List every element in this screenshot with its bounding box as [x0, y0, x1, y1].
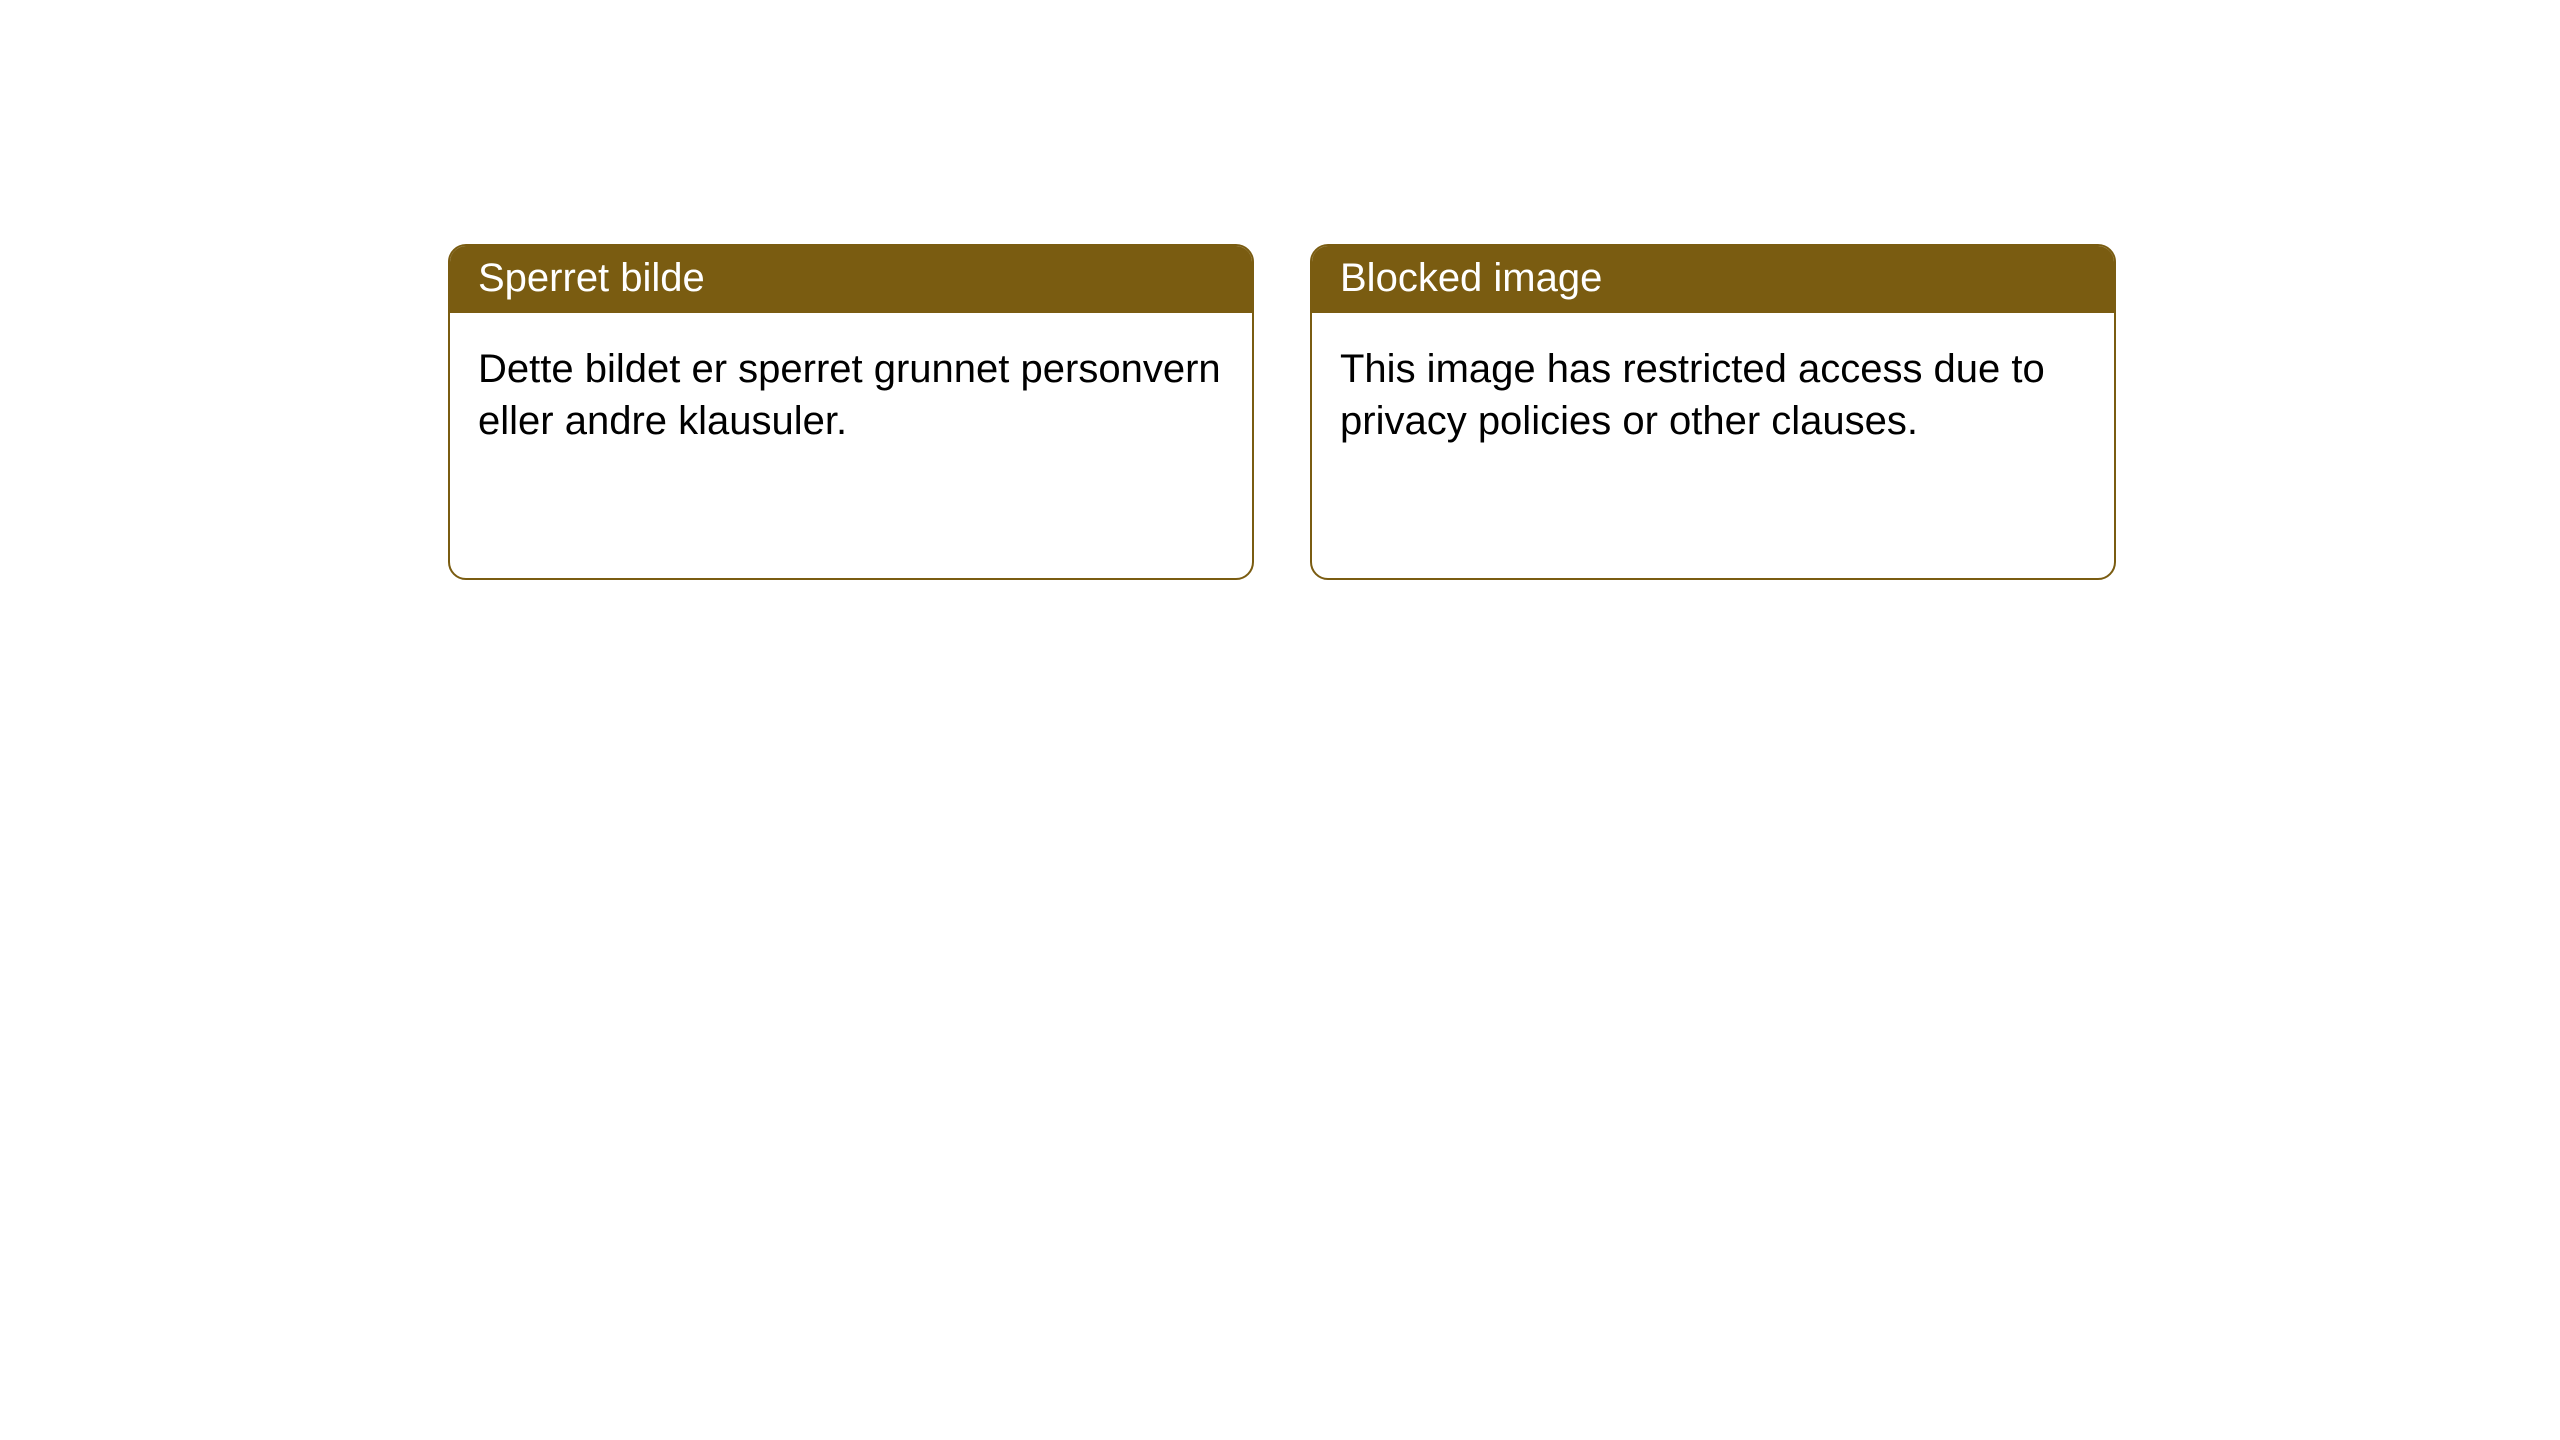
notice-cards-container: Sperret bilde Dette bildet er sperret gr…	[0, 0, 2560, 580]
card-body-text: This image has restricted access due to …	[1312, 313, 2114, 477]
notice-card-norwegian: Sperret bilde Dette bildet er sperret gr…	[448, 244, 1254, 580]
card-title: Blocked image	[1312, 246, 2114, 313]
card-title: Sperret bilde	[450, 246, 1252, 313]
card-body-text: Dette bildet er sperret grunnet personve…	[450, 313, 1252, 477]
notice-card-english: Blocked image This image has restricted …	[1310, 244, 2116, 580]
